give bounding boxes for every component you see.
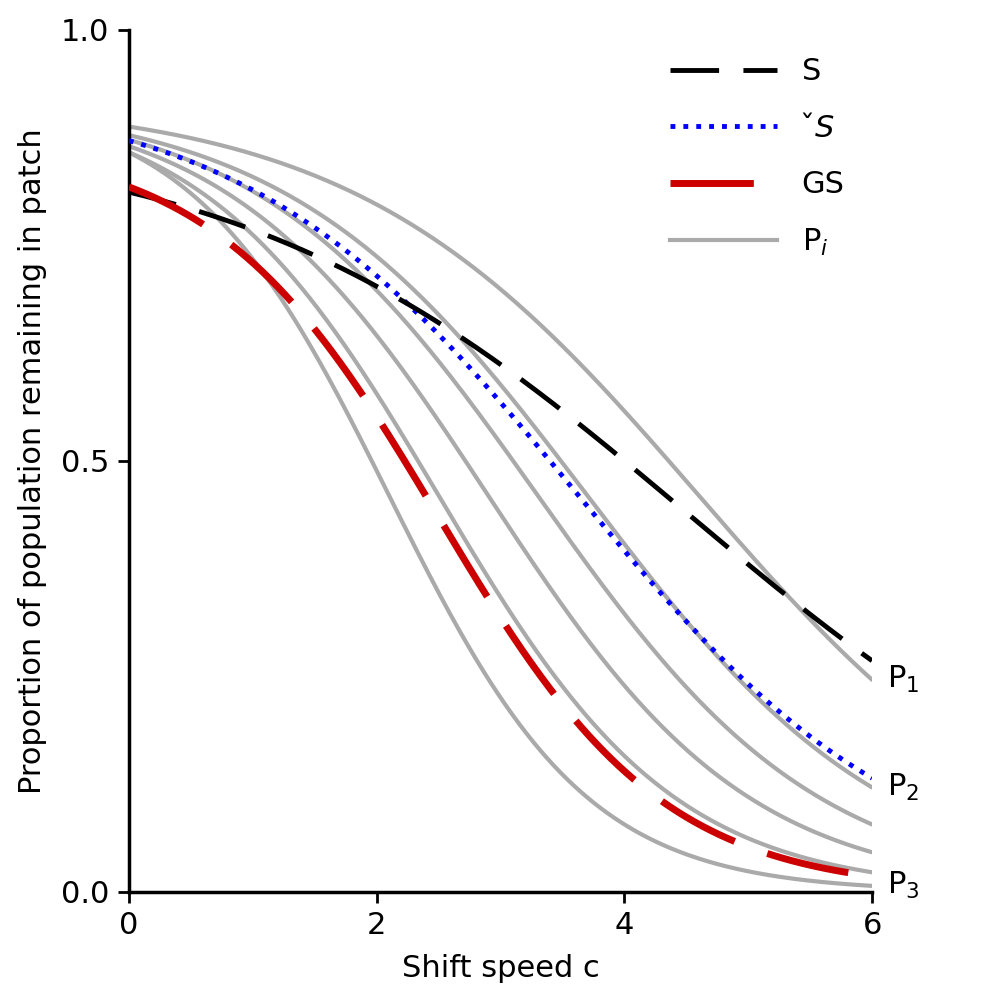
Text: P$_{3}$: P$_{3}$ [887,870,920,902]
Y-axis label: Proportion of population remaining in patch: Proportion of population remaining in pa… [18,128,48,794]
X-axis label: Shift speed c: Shift speed c [401,954,600,983]
Text: P$_{2}$: P$_{2}$ [887,772,919,803]
Text: P$_{1}$: P$_{1}$ [887,664,920,696]
Legend: S, $\check{S}$, GS, P$_i$: S, $\check{S}$, GS, P$_i$ [658,45,857,271]
